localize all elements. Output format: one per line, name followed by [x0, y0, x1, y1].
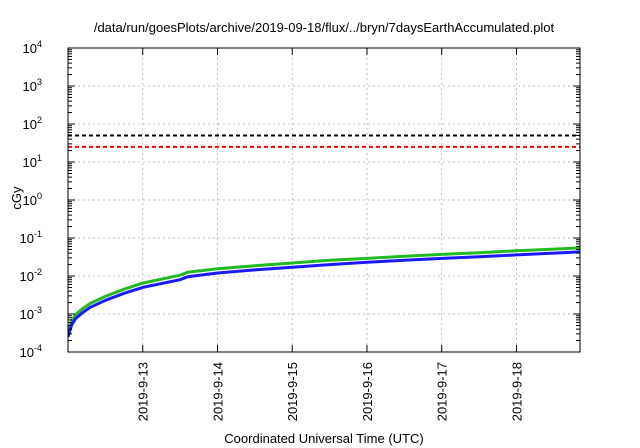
reference-lines	[68, 134, 580, 148]
y-tick-label: 10-4	[20, 343, 42, 360]
y-tick-label: 100	[23, 191, 42, 208]
x-tick-label: 2019-9-13	[136, 362, 151, 421]
series-line	[68, 250, 580, 338]
y-tick-label: 102	[23, 115, 42, 132]
x-axis-label: Coordinated Universal Time (UTC)	[224, 431, 423, 446]
y-tick-label: 103	[23, 77, 42, 94]
y-tick-label: 10-3	[20, 305, 42, 322]
x-tick-label: 2019-9-15	[285, 362, 300, 421]
y-tick-label: 104	[23, 39, 42, 56]
x-tick-label: 2019-9-16	[360, 362, 375, 421]
grid	[68, 48, 580, 352]
chart-title: /data/run/goesPlots/archive/2019-09-18/f…	[94, 20, 555, 35]
series-line	[68, 246, 580, 334]
x-tick-label: 2019-9-18	[509, 362, 524, 421]
y-axis-label: cGy	[9, 186, 24, 210]
axis-ticks: 10-4 10-3 10-2 10-1 100 101 102 103 104 2019-9-13…	[20, 39, 580, 421]
x-tick-label: 2019-9-17	[435, 362, 450, 421]
y-tick-label: 10-1	[20, 229, 42, 246]
x-tick-label: 2019-9-14	[210, 362, 225, 421]
y-tick-label: 10-2	[20, 267, 42, 284]
plot-series	[68, 246, 580, 338]
y-tick-label: 101	[23, 153, 42, 170]
